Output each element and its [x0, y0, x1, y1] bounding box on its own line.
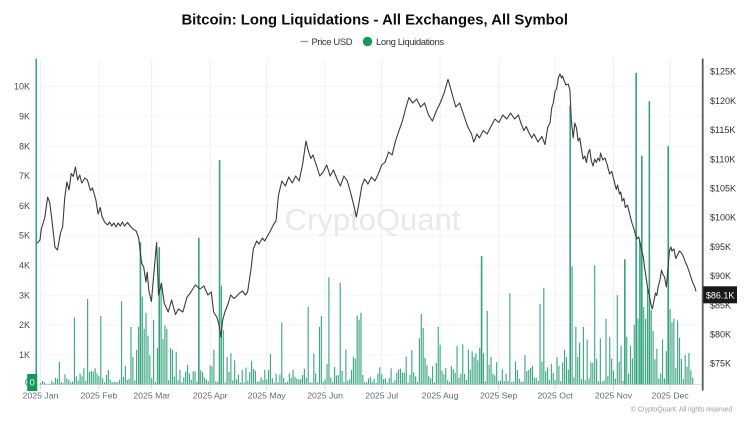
svg-text:0: 0	[30, 378, 35, 389]
svg-text:$90K: $90K	[710, 271, 731, 281]
svg-text:$75K: $75K	[710, 359, 731, 369]
svg-text:$95K: $95K	[710, 242, 731, 252]
svg-text:2025 Jan: 2025 Jan	[23, 391, 59, 401]
svg-text:CryptoQuant: CryptoQuant	[285, 202, 461, 237]
svg-text:1K: 1K	[19, 350, 30, 360]
svg-text:$120K: $120K	[710, 96, 736, 106]
svg-text:$110K: $110K	[710, 154, 735, 164]
svg-text:2025 Jul: 2025 Jul	[365, 391, 398, 401]
svg-text:$125K: $125K	[710, 67, 736, 77]
svg-text:$105K: $105K	[710, 184, 736, 194]
svg-text:2025 May: 2025 May	[248, 391, 287, 401]
svg-text:2025 Mar: 2025 Mar	[133, 391, 170, 401]
svg-text:Long Liquidations: Long Liquidations	[376, 37, 444, 48]
svg-text:2025 Sep: 2025 Sep	[480, 391, 517, 401]
svg-text:4K: 4K	[19, 261, 30, 271]
svg-text:5K: 5K	[19, 231, 30, 241]
svg-text:$86.1K: $86.1K	[706, 290, 735, 300]
svg-text:2025 Feb: 2025 Feb	[81, 391, 118, 401]
svg-text:Price USD: Price USD	[312, 37, 353, 48]
svg-text:8K: 8K	[19, 141, 30, 151]
svg-text:2025 Apr: 2025 Apr	[193, 391, 228, 401]
svg-text:Bitcoin: Long Liquidations - A: Bitcoin: Long Liquidations - All Exchang…	[181, 13, 568, 29]
svg-text:10K: 10K	[14, 82, 30, 92]
svg-text:6K: 6K	[19, 201, 30, 211]
svg-text:$100K: $100K	[710, 213, 736, 223]
svg-text:$85K: $85K	[710, 300, 731, 310]
svg-text:9K: 9K	[19, 112, 30, 122]
svg-text:2025 Dec: 2025 Dec	[651, 391, 689, 401]
svg-text:$80K: $80K	[710, 330, 731, 340]
svg-text:2025 Jun: 2025 Jun	[307, 391, 343, 401]
svg-text:7K: 7K	[19, 171, 30, 181]
svg-text:2025 Nov: 2025 Nov	[595, 391, 633, 401]
svg-text:2K: 2K	[19, 320, 30, 330]
svg-text:© CryptoQuant. All rights rese: © CryptoQuant. All rights reserved	[631, 406, 732, 414]
svg-text:3K: 3K	[19, 290, 30, 300]
svg-text:2025 Oct: 2025 Oct	[537, 391, 573, 401]
svg-text:$115K: $115K	[710, 125, 735, 135]
svg-text:2025 Aug: 2025 Aug	[422, 391, 459, 401]
